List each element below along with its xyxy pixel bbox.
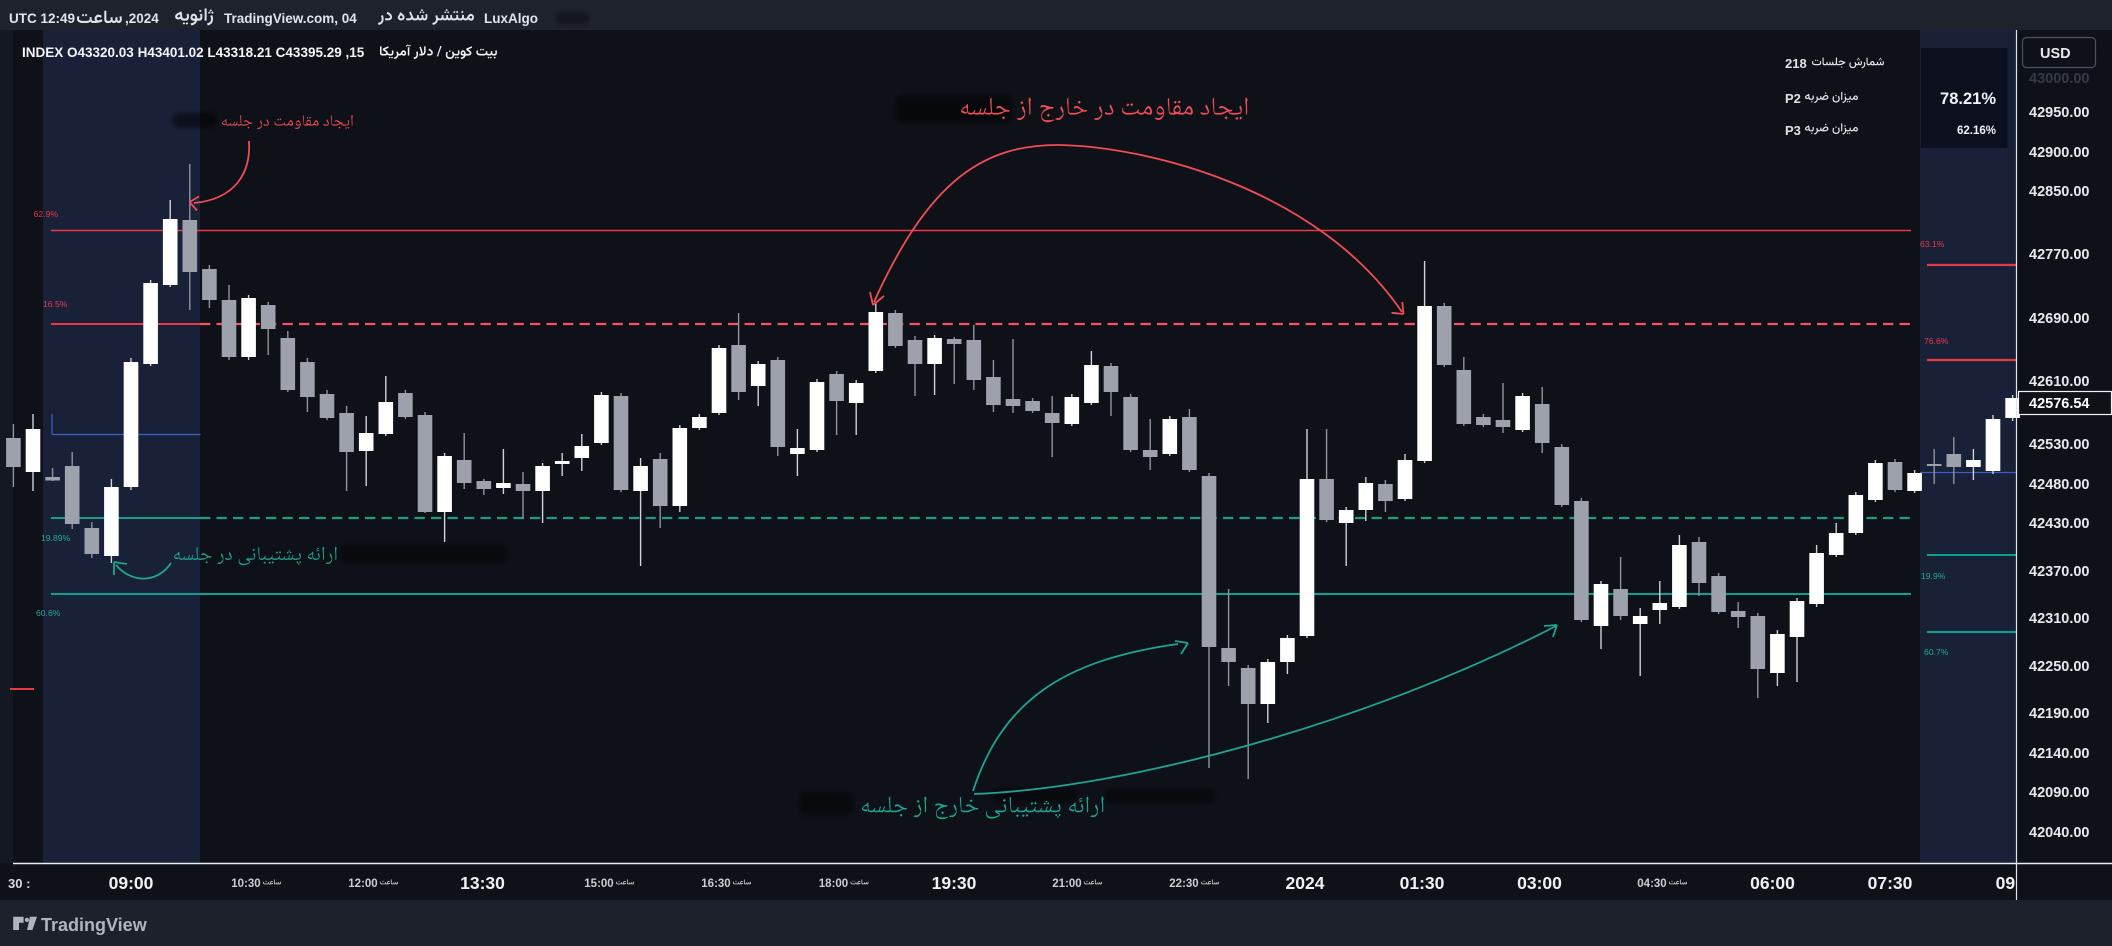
svg-text:42950.00: 42950.00 — [2029, 105, 2089, 121]
svg-text:62.16%: 62.16% — [1957, 125, 1996, 137]
svg-text:42310.00: 42310.00 — [2029, 611, 2089, 627]
svg-text:218: 218 — [1785, 56, 1807, 71]
svg-text:42690.00: 42690.00 — [2029, 311, 2089, 327]
svg-text:42770.00: 42770.00 — [2029, 247, 2089, 263]
svg-text:19.89%: 19.89% — [41, 533, 71, 543]
svg-text:15:00: 15:00 — [584, 878, 613, 890]
svg-text:76.6%: 76.6% — [1924, 336, 1949, 346]
svg-text:30 :: 30 : — [8, 876, 30, 891]
svg-text:19:30: 19:30 — [932, 873, 977, 893]
svg-text:62.9%: 62.9% — [34, 209, 59, 219]
svg-text:10:30: 10:30 — [231, 878, 260, 890]
svg-text:09:00: 09:00 — [109, 873, 154, 893]
svg-text:12:00: 12:00 — [348, 878, 377, 890]
svg-text:42900.00: 42900.00 — [2029, 145, 2089, 161]
svg-text:18:00: 18:00 — [819, 878, 848, 890]
svg-text:,2024: ,2024 — [125, 11, 159, 26]
svg-text:42250.00: 42250.00 — [2029, 659, 2089, 675]
svg-text:42190.00: 42190.00 — [2029, 706, 2089, 722]
svg-text:INDEX O43320.03 H43401.02 L433: INDEX O43320.03 H43401.02 L43318.21 C433… — [22, 45, 365, 60]
svg-text:43000.00: 43000.00 — [2029, 71, 2089, 87]
svg-text:42610.00: 42610.00 — [2029, 374, 2089, 390]
svg-text:04:30: 04:30 — [1637, 878, 1666, 890]
svg-text:16:30: 16:30 — [701, 878, 730, 890]
svg-text:03:00: 03:00 — [1517, 873, 1562, 893]
svg-text:P2: P2 — [1785, 91, 1801, 106]
svg-text:78.21%: 78.21% — [1940, 90, 1996, 108]
svg-text:63.1%: 63.1% — [1920, 239, 1945, 249]
svg-text:21:00: 21:00 — [1052, 878, 1081, 890]
svg-text:LuxAlgo: LuxAlgo — [484, 11, 538, 26]
svg-text:42040.00: 42040.00 — [2029, 825, 2089, 841]
svg-text:42140.00: 42140.00 — [2029, 746, 2089, 762]
svg-text:42370.00: 42370.00 — [2029, 564, 2089, 580]
svg-text:60.7%: 60.7% — [1924, 647, 1949, 657]
svg-text:13:30: 13:30 — [460, 873, 505, 893]
svg-text:TradingView.com, 04: TradingView.com, 04 — [224, 11, 357, 26]
svg-text:42480.00: 42480.00 — [2029, 477, 2089, 493]
svg-text:07:30: 07:30 — [1868, 873, 1913, 893]
svg-text:42090.00: 42090.00 — [2029, 785, 2089, 801]
svg-text:UTC 12:49: UTC 12:49 — [9, 11, 75, 26]
svg-text:22:30: 22:30 — [1169, 878, 1198, 890]
svg-text:19.9%: 19.9% — [1921, 571, 1946, 581]
svg-text:42530.00: 42530.00 — [2029, 437, 2089, 453]
svg-text:06:00: 06:00 — [1750, 873, 1795, 893]
svg-text:P3: P3 — [1785, 123, 1801, 138]
svg-text:42430.00: 42430.00 — [2029, 516, 2089, 532]
svg-text:01:30: 01:30 — [1400, 873, 1445, 893]
svg-text:42850.00: 42850.00 — [2029, 184, 2089, 200]
svg-text:USD: USD — [2040, 46, 2071, 62]
svg-text:TradingView: TradingView — [41, 915, 148, 935]
svg-text:42576.54: 42576.54 — [2029, 396, 2089, 412]
svg-text:60.6%: 60.6% — [36, 608, 61, 618]
svg-text:2024: 2024 — [1286, 873, 1325, 893]
svg-text:16.5%: 16.5% — [43, 299, 68, 309]
